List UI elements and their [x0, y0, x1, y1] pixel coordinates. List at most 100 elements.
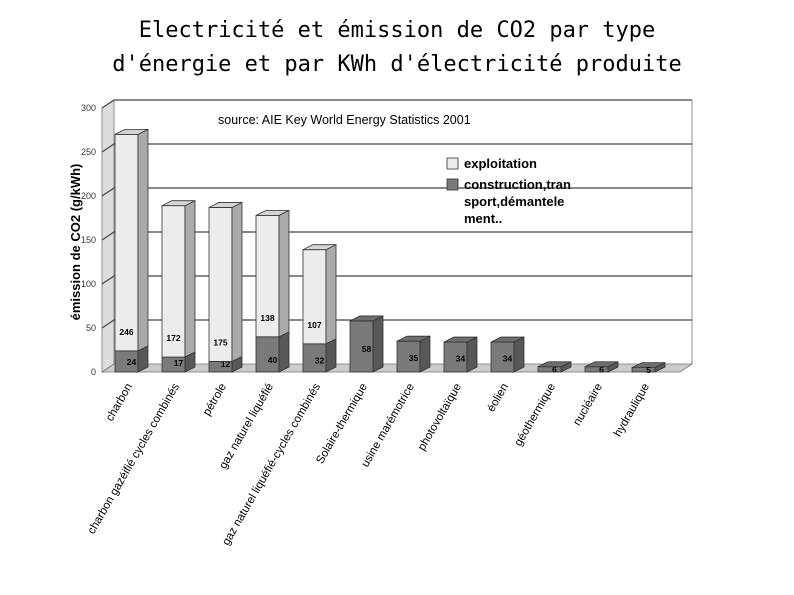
bar-top	[396, 335, 431, 342]
y-tick-label: 250	[81, 147, 96, 157]
gridline	[101, 319, 692, 329]
legend-label: sport,démantele	[464, 194, 564, 209]
data-label: 6	[599, 364, 604, 374]
legend-label: exploitation	[464, 156, 537, 171]
data-label: 34	[456, 354, 466, 364]
chart-title-line-2: d'énergie et par KWh d'électricité produ…	[112, 52, 682, 77]
bar-segment: 40	[255, 331, 290, 373]
legend-swatch	[446, 157, 459, 170]
bar-segment: 6	[584, 361, 619, 374]
x-tick-label: charbon	[104, 382, 135, 424]
x-tick-label: gaz naturel liquéfié-cycles combinés	[220, 381, 323, 547]
gridlines	[101, 99, 692, 329]
chart-title-line-1: Electricité et émission de CO2 par type	[138, 18, 656, 43]
bar-top	[349, 315, 384, 322]
bar-side	[278, 209, 290, 338]
x-tick-label: nucléaire	[571, 382, 605, 428]
gridline	[101, 187, 692, 197]
data-label: 5	[646, 365, 651, 375]
bar-top	[631, 362, 666, 369]
bar-top	[584, 361, 619, 368]
x-tick-label: gaz naturel liquéfié	[217, 382, 276, 472]
bar-side	[325, 244, 337, 345]
bar-top	[208, 202, 243, 208]
bar-side	[278, 331, 290, 373]
data-label: 6	[552, 364, 557, 374]
legend-label: ment..	[464, 211, 502, 226]
bar-side	[137, 128, 149, 352]
bar-segment: 6	[537, 361, 572, 374]
bar-segment: 138	[255, 209, 290, 338]
x-tick-label: Solaire-thermique	[314, 382, 370, 467]
data-label: 58	[362, 344, 372, 354]
x-tick-label: pétrole	[201, 382, 229, 418]
data-label: 107	[307, 320, 321, 330]
bar-top	[302, 244, 337, 251]
x-tick-label: usine marémotrice	[359, 382, 417, 470]
bar-segment: 58	[349, 315, 384, 373]
x-tick-label: photovoltaïque	[416, 382, 464, 453]
data-label: 172	[166, 333, 180, 343]
data-label: 17	[174, 358, 184, 368]
bar-top	[255, 209, 290, 216]
bar-side	[372, 315, 384, 373]
gridline	[101, 231, 692, 241]
y-tick-label: 100	[81, 279, 96, 289]
source-note: source: AIE Key World Energy Statistics …	[218, 113, 471, 127]
data-label: 24	[127, 357, 137, 367]
gridline	[101, 99, 692, 109]
bar-segment: 107	[302, 244, 337, 345]
data-label: 12	[221, 359, 231, 369]
y-tick-label: 200	[81, 191, 96, 201]
legend-swatch	[446, 178, 459, 191]
bar-front	[537, 366, 562, 373]
gridline	[101, 275, 692, 285]
chart-title: Electricité et émission de CO2 par type …	[0, 14, 794, 82]
bar-segment: 34	[490, 336, 525, 373]
bar-top	[537, 361, 572, 368]
bar-segment: 175	[208, 201, 243, 363]
bar-top	[490, 336, 525, 343]
data-label: 34	[503, 354, 513, 364]
y-tick-label: 150	[81, 235, 96, 245]
data-label: 40	[268, 355, 278, 365]
bar-segment: 172	[161, 200, 196, 358]
data-label: 32	[315, 355, 325, 365]
x-tick-label: géothermique	[513, 382, 559, 449]
bar-top	[443, 336, 478, 343]
x-tick-label: hydraulique	[612, 382, 652, 440]
bar-segment: 35	[396, 335, 431, 373]
y-tick-label: 300	[81, 103, 96, 113]
data-label: 35	[409, 353, 419, 363]
data-label: 246	[119, 327, 133, 337]
bar-side	[466, 336, 478, 373]
bar-front	[631, 367, 656, 373]
bar-side	[184, 200, 196, 358]
bar-front	[114, 133, 139, 352]
bar-side	[419, 335, 431, 373]
bar-top	[161, 200, 196, 207]
bars: 24 246 17 172 12 175 40 138 32 107 58 35 34 34 6 6 5	[114, 128, 666, 375]
bar-side	[231, 201, 243, 363]
y-axis-ticks: 0 50 100 150 200 250 300	[81, 103, 96, 377]
back-wall	[102, 100, 692, 372]
x-tick-label: charbon gazéifié cycles combinés	[86, 381, 182, 536]
bar-segment: 5	[631, 361, 666, 375]
gridline	[101, 143, 692, 153]
bar-front	[584, 366, 609, 373]
data-label: 138	[260, 313, 274, 323]
bar-segment: 246	[114, 128, 149, 352]
data-label: 175	[213, 337, 227, 347]
y-tick-label: 0	[91, 367, 96, 377]
bar-side	[513, 336, 525, 373]
bar-top	[114, 128, 149, 135]
y-tick-label: 50	[86, 323, 96, 333]
x-tick-label: éolien	[485, 382, 511, 415]
bar-segment: 34	[443, 336, 478, 373]
bar-side	[325, 338, 337, 373]
y-axis-label: émission de CO2 (g/kWh)	[68, 164, 83, 321]
legend: exploitation construction,tran sport,déman…	[446, 156, 571, 226]
legend-label: construction,tran	[464, 177, 571, 192]
